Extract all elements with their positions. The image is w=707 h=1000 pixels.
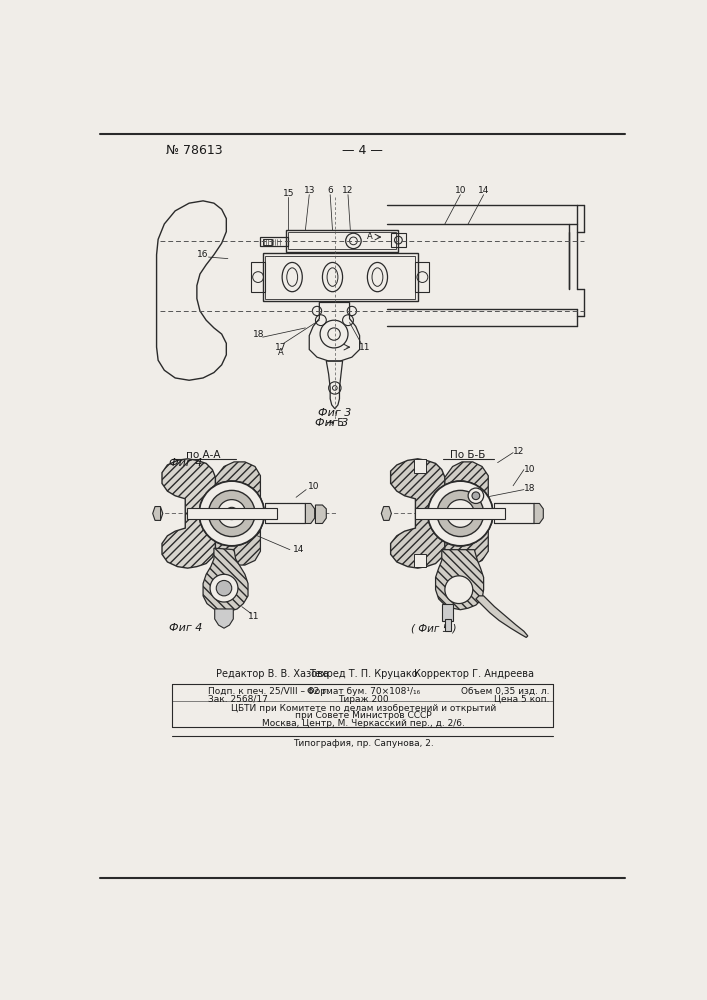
- Text: 13: 13: [303, 186, 315, 195]
- Circle shape: [199, 481, 264, 546]
- Polygon shape: [445, 462, 489, 565]
- Circle shape: [210, 574, 238, 602]
- Text: Техред Т. П. Круцако: Техред Т. П. Круцако: [309, 669, 418, 679]
- Text: ЦБТИ при Комитете по делам изобретений и открытий: ЦБТИ при Комитете по делам изобретений и…: [231, 704, 496, 713]
- Circle shape: [199, 481, 264, 546]
- Text: Цена 5 коп.: Цена 5 коп.: [494, 695, 549, 704]
- Text: ( Фиг 5 ): ( Фиг 5 ): [411, 623, 456, 633]
- Text: А: А: [278, 348, 284, 357]
- Text: 16: 16: [197, 250, 209, 259]
- Text: Фиг 3: Фиг 3: [318, 408, 351, 418]
- Text: 10: 10: [525, 465, 536, 474]
- Polygon shape: [153, 507, 163, 520]
- Bar: [260, 237, 288, 246]
- Polygon shape: [305, 503, 315, 523]
- Polygon shape: [215, 609, 233, 628]
- Bar: [286, 230, 398, 252]
- Circle shape: [428, 481, 493, 546]
- Circle shape: [468, 488, 484, 503]
- Text: 6: 6: [327, 186, 333, 195]
- Text: 11: 11: [247, 612, 259, 621]
- Text: 14: 14: [293, 545, 304, 554]
- Text: Корректор Г. Андреева: Корректор Г. Андреева: [414, 669, 534, 679]
- Text: 10: 10: [455, 186, 466, 195]
- Text: 18: 18: [525, 484, 536, 493]
- Text: по А-А: по А-А: [186, 450, 221, 460]
- Circle shape: [437, 490, 484, 537]
- Polygon shape: [534, 503, 543, 523]
- Polygon shape: [203, 548, 248, 611]
- Text: Тираж 200: Тираж 200: [338, 695, 389, 704]
- Circle shape: [226, 507, 238, 520]
- Circle shape: [446, 500, 474, 527]
- Text: А: А: [367, 232, 373, 241]
- Text: 18: 18: [253, 330, 264, 339]
- Circle shape: [428, 481, 493, 546]
- Polygon shape: [476, 596, 528, 637]
- Bar: [265, 256, 416, 299]
- Text: Объем 0,35 изд. л.: Объем 0,35 изд. л.: [461, 687, 549, 696]
- Text: → Б: → Б: [326, 418, 344, 428]
- Text: 12: 12: [342, 186, 354, 195]
- Text: Москва, Центр, М. Черкасский пер., д. 2/6.: Москва, Центр, М. Черкасский пер., д. 2/…: [262, 719, 465, 728]
- Bar: [445, 619, 451, 631]
- Bar: [263, 239, 272, 245]
- Text: Фиг 4: Фиг 4: [168, 623, 202, 633]
- Text: 12: 12: [513, 447, 524, 456]
- Circle shape: [218, 500, 246, 527]
- Bar: [265, 503, 305, 523]
- Text: при Совете Министров СССР: при Совете Министров СССР: [296, 711, 432, 720]
- Text: Типография, пр. Сапунова, 2.: Типография, пр. Сапунова, 2.: [293, 739, 434, 748]
- Bar: [442, 604, 452, 620]
- Text: 17: 17: [275, 343, 286, 352]
- Text: 11: 11: [358, 343, 370, 352]
- Circle shape: [445, 576, 473, 604]
- Polygon shape: [391, 459, 445, 568]
- Bar: [391, 233, 406, 247]
- Bar: [416, 508, 506, 519]
- Text: 10: 10: [308, 482, 319, 491]
- Bar: [263, 253, 418, 301]
- Text: Формат бум. 70×108¹/₁₆: Формат бум. 70×108¹/₁₆: [307, 687, 420, 696]
- Text: 17: 17: [525, 507, 536, 516]
- Text: Зак. 2568/17: Зак. 2568/17: [209, 695, 269, 704]
- Polygon shape: [436, 550, 484, 610]
- Bar: [414, 554, 426, 567]
- Text: Подп. к печ. 25/VIII – 62 г.: Подп. к печ. 25/VIII – 62 г.: [209, 687, 330, 696]
- Text: По Б-Б: По Б-Б: [450, 450, 486, 460]
- Text: Фиг 3: Фиг 3: [315, 418, 349, 428]
- Polygon shape: [315, 505, 327, 523]
- Text: 14: 14: [478, 186, 489, 195]
- Bar: [493, 503, 534, 523]
- Text: 15: 15: [283, 189, 294, 198]
- Circle shape: [209, 490, 255, 537]
- Polygon shape: [216, 462, 260, 565]
- Bar: [187, 508, 276, 519]
- Text: № 78613: № 78613: [166, 144, 223, 157]
- Polygon shape: [381, 507, 392, 520]
- Bar: [416, 262, 429, 292]
- Bar: [288, 232, 396, 249]
- Text: Фиг 4: Фиг 4: [168, 458, 202, 468]
- Text: — 4 —: — 4 —: [341, 144, 382, 157]
- Circle shape: [216, 580, 232, 596]
- Bar: [251, 262, 265, 292]
- Polygon shape: [162, 459, 216, 568]
- Circle shape: [472, 492, 480, 500]
- Text: Редактор В. В. Хазова: Редактор В. В. Хазова: [216, 669, 329, 679]
- Bar: [414, 459, 426, 473]
